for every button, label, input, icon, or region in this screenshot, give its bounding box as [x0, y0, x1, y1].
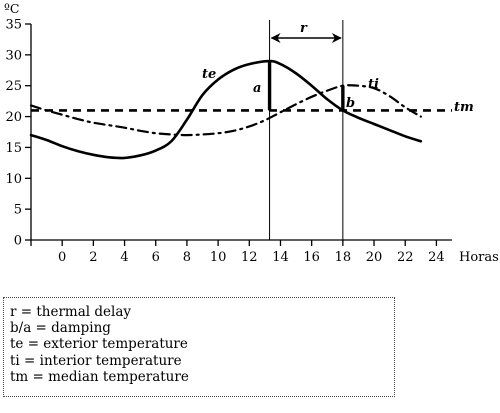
chart-annotations: te ti tm a b r — [202, 20, 474, 240]
legend-box: r = thermal delay b/a = damping te = ext… — [3, 297, 395, 397]
tm-series-label: tm — [454, 100, 474, 115]
chart-series — [29, 59, 452, 160]
legend-line-thermal-delay: r = thermal delay — [10, 304, 131, 320]
legend-line-median-temp: tm = median temperature — [10, 368, 189, 385]
y-tick-label: 35 — [5, 18, 22, 33]
legend-line-damping: b/a = damping — [10, 320, 111, 337]
series-ti-line — [29, 84, 422, 137]
x-tick-label: 14 — [272, 250, 289, 265]
r-arrow-head-left — [270, 33, 281, 43]
ti-series-label: ti — [368, 77, 379, 92]
x-tick-label: 12 — [241, 250, 258, 265]
x-tick-label: 6 — [152, 250, 160, 265]
r-arrow-head-right — [331, 33, 342, 43]
y-tick-label: 15 — [5, 141, 22, 156]
y-tick-label: 10 — [5, 172, 22, 187]
y-tick-label: 20 — [5, 110, 22, 125]
x-tick-label: 10 — [210, 250, 227, 265]
x-tick-label: 4 — [120, 250, 128, 265]
y-tick-label: 5 — [14, 203, 22, 218]
a-label: a — [253, 81, 261, 96]
x-tick-label: 8 — [183, 250, 191, 265]
series-te-line — [29, 59, 423, 160]
x-axis-label: Horas — [459, 250, 499, 265]
y-tick-label: 25 — [5, 79, 22, 94]
x-tick-label: 22 — [397, 250, 414, 265]
x-tick-label: 0 — [58, 250, 66, 265]
x-tick-label: 18 — [335, 250, 352, 265]
x-tick-label: 2 — [89, 250, 97, 265]
b-label: b — [346, 96, 355, 111]
r-label: r — [300, 21, 308, 36]
y-tick-label: 30 — [5, 48, 22, 63]
y-axis-unit-label: ºC — [4, 1, 19, 16]
te-series-label: te — [202, 67, 216, 82]
x-tick-label: 20 — [366, 250, 383, 265]
legend-line-exterior-temp: te = exterior temperature — [10, 336, 188, 353]
legend-line-interior-temp: ti = interior temperature — [10, 352, 182, 369]
y-tick-label: 0 — [14, 234, 22, 249]
x-tick-label: 24 — [428, 250, 445, 265]
chart-axes — [30, 24, 452, 241]
x-tick-label: 16 — [303, 250, 320, 265]
